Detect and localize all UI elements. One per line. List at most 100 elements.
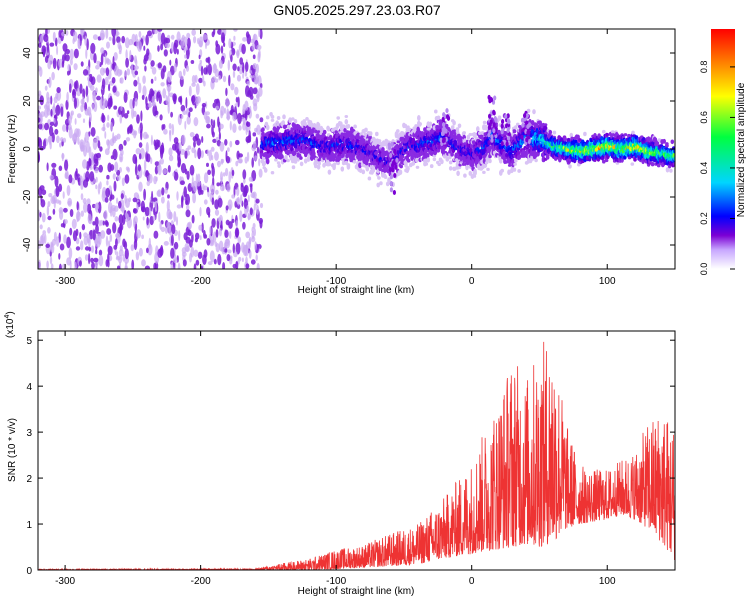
noise-speck (210, 118, 213, 126)
spectral-cell (448, 166, 453, 171)
noise-speck (214, 209, 220, 216)
spectral-cell (406, 166, 410, 172)
spectral-cell (450, 152, 454, 157)
noise-speck (239, 68, 243, 75)
noise-speck (56, 135, 60, 144)
spectral-cell (336, 160, 341, 166)
noise-speck (123, 113, 129, 119)
noise-speck (186, 204, 190, 211)
noise-speck (51, 71, 55, 81)
spectral-cell (383, 175, 388, 179)
noise-speck (58, 253, 61, 260)
noise-speck (172, 93, 177, 102)
noise-speck (145, 134, 149, 139)
spectral-cell (312, 152, 316, 156)
noise-speck (245, 85, 250, 97)
spectral-cell (452, 120, 456, 126)
noise-speck (116, 197, 119, 204)
noise-speck (253, 228, 256, 237)
spectral-cell (363, 132, 368, 137)
noise-speck (94, 167, 99, 174)
noise-speck (99, 97, 103, 109)
spectral-cell (396, 140, 401, 144)
noise-speck (179, 75, 184, 81)
noise-speck (149, 207, 152, 218)
noise-speck (61, 152, 64, 162)
noise-speck (214, 78, 219, 83)
noise-speck (100, 47, 105, 54)
noise-speck (257, 51, 261, 63)
spectral-cell (290, 127, 294, 132)
noise-speck (240, 194, 243, 205)
noise-speck (168, 147, 173, 156)
noise-speck (123, 140, 127, 146)
noise-speck (245, 125, 248, 136)
noise-speck (235, 160, 239, 167)
spectral-cell (440, 159, 444, 165)
noise-speck (242, 62, 245, 74)
noise-speck (77, 113, 82, 119)
noise-speck (256, 44, 262, 51)
noise-speck (65, 30, 69, 36)
noise-speck (186, 32, 191, 39)
noise-speck (62, 43, 68, 52)
spectral-cell (316, 164, 321, 170)
noise-speck (48, 76, 52, 88)
spectral-cell (605, 132, 609, 137)
noise-speck (256, 204, 259, 215)
spectral-cell (340, 166, 345, 172)
noise-speck (56, 45, 59, 56)
spectral-cell (398, 169, 403, 175)
noise-speck (252, 54, 256, 60)
noise-speck (172, 172, 175, 177)
noise-speck (105, 235, 109, 247)
noise-speck (243, 185, 248, 197)
noise-speck (126, 110, 130, 115)
noise-speck (163, 241, 169, 246)
spectral-cell (270, 171, 275, 175)
noise-speck (222, 172, 226, 177)
noise-speck (85, 85, 89, 98)
noise-speck (127, 167, 130, 173)
spectral-cell (623, 133, 628, 137)
noise-speck (136, 229, 142, 239)
noise-speck (93, 101, 98, 113)
noise-speck (105, 29, 109, 39)
noise-speck (75, 246, 81, 251)
spectral-cell (482, 170, 486, 174)
noise-speck (224, 139, 228, 146)
noise-speck (47, 135, 53, 143)
spectral-cell (265, 158, 270, 165)
noise-speck (162, 88, 167, 99)
spectral-cell (507, 169, 511, 175)
noise-speck (176, 191, 179, 201)
noise-speck (160, 68, 165, 80)
noise-speck (104, 197, 109, 203)
noise-speck (159, 114, 163, 121)
noise-speck (206, 149, 209, 157)
noise-speck (61, 31, 66, 37)
noise-speck (89, 112, 92, 123)
noise-speck (70, 110, 75, 116)
noise-speck (133, 215, 138, 225)
noise-speck (142, 216, 145, 221)
noise-speck (235, 96, 239, 103)
noise-speck (225, 219, 230, 226)
noise-speck (187, 221, 192, 230)
noise-speck (232, 111, 237, 122)
noise-speck (72, 31, 78, 42)
noise-speck (239, 210, 243, 223)
noise-speck (125, 49, 128, 60)
noise-speck (206, 238, 211, 246)
spectral-cell (445, 156, 450, 162)
noise-speck (106, 174, 110, 180)
noise-speck (195, 173, 199, 185)
noise-speck (61, 60, 65, 68)
spectral-cell (484, 127, 489, 131)
noise-speck (136, 204, 139, 209)
spectral-cell (277, 163, 282, 168)
noise-speck (120, 105, 123, 112)
spectral-cell (665, 143, 669, 147)
noise-speck (83, 236, 89, 246)
noise-speck (119, 245, 123, 252)
